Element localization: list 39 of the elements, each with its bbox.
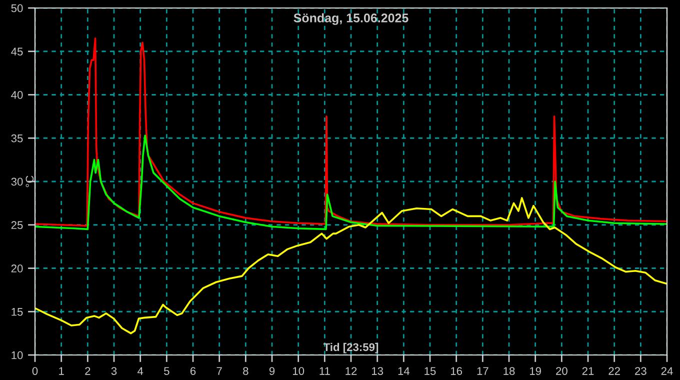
- y-tick-label: 25: [11, 221, 23, 230]
- x-tick-label: 5: [164, 367, 170, 375]
- x-tick-label: 15: [424, 367, 436, 375]
- line-series: [35, 37, 667, 227]
- y-tick-label: 40: [11, 91, 23, 99]
- y-tick-label: 50: [11, 4, 23, 12]
- x-axis-title: Tid [23:59]: [323, 342, 378, 354]
- x-tick-label: 17: [477, 367, 488, 375]
- x-tick-label: 2: [85, 367, 90, 375]
- y-tick-label: 30: [11, 178, 23, 186]
- x-tick-label: 11: [320, 367, 330, 375]
- x-tick-label: 24: [661, 367, 673, 375]
- x-tick-label: 12: [346, 367, 357, 375]
- x-tick-label: 21: [582, 367, 594, 375]
- x-tick-label: 20: [556, 367, 568, 375]
- line-series: [35, 134, 667, 230]
- x-tick-label: 13: [372, 367, 384, 375]
- x-tick-label: 23: [635, 367, 646, 375]
- x-tick-label: 8: [243, 367, 248, 375]
- x-tick-label: 18: [504, 367, 515, 375]
- x-tick-label: 10: [293, 367, 304, 375]
- x-tick-label: 4: [138, 367, 144, 375]
- line-series: [35, 197, 667, 334]
- y-tick-label: 20: [11, 264, 23, 272]
- x-tick-label: 16: [451, 367, 462, 375]
- y-tick-label: 15: [12, 308, 23, 316]
- x-tick-label: 0: [32, 367, 38, 375]
- x-tick-label: 19: [530, 367, 541, 375]
- x-tick-label: 1: [59, 367, 64, 375]
- y-tick-label: 10: [12, 351, 23, 360]
- x-tick-label: 3: [111, 367, 117, 375]
- y-tick-label: 45: [11, 48, 23, 56]
- chart-title: Söndag, 15.06.2025: [294, 13, 408, 25]
- x-tick-label: 9: [269, 367, 275, 375]
- x-tick-label: 22: [608, 367, 620, 375]
- y-tick-label: 35: [11, 134, 23, 142]
- x-tick-label: 14: [398, 367, 410, 375]
- x-tick-label: 7: [216, 367, 222, 375]
- x-tick-label: 6: [190, 367, 196, 375]
